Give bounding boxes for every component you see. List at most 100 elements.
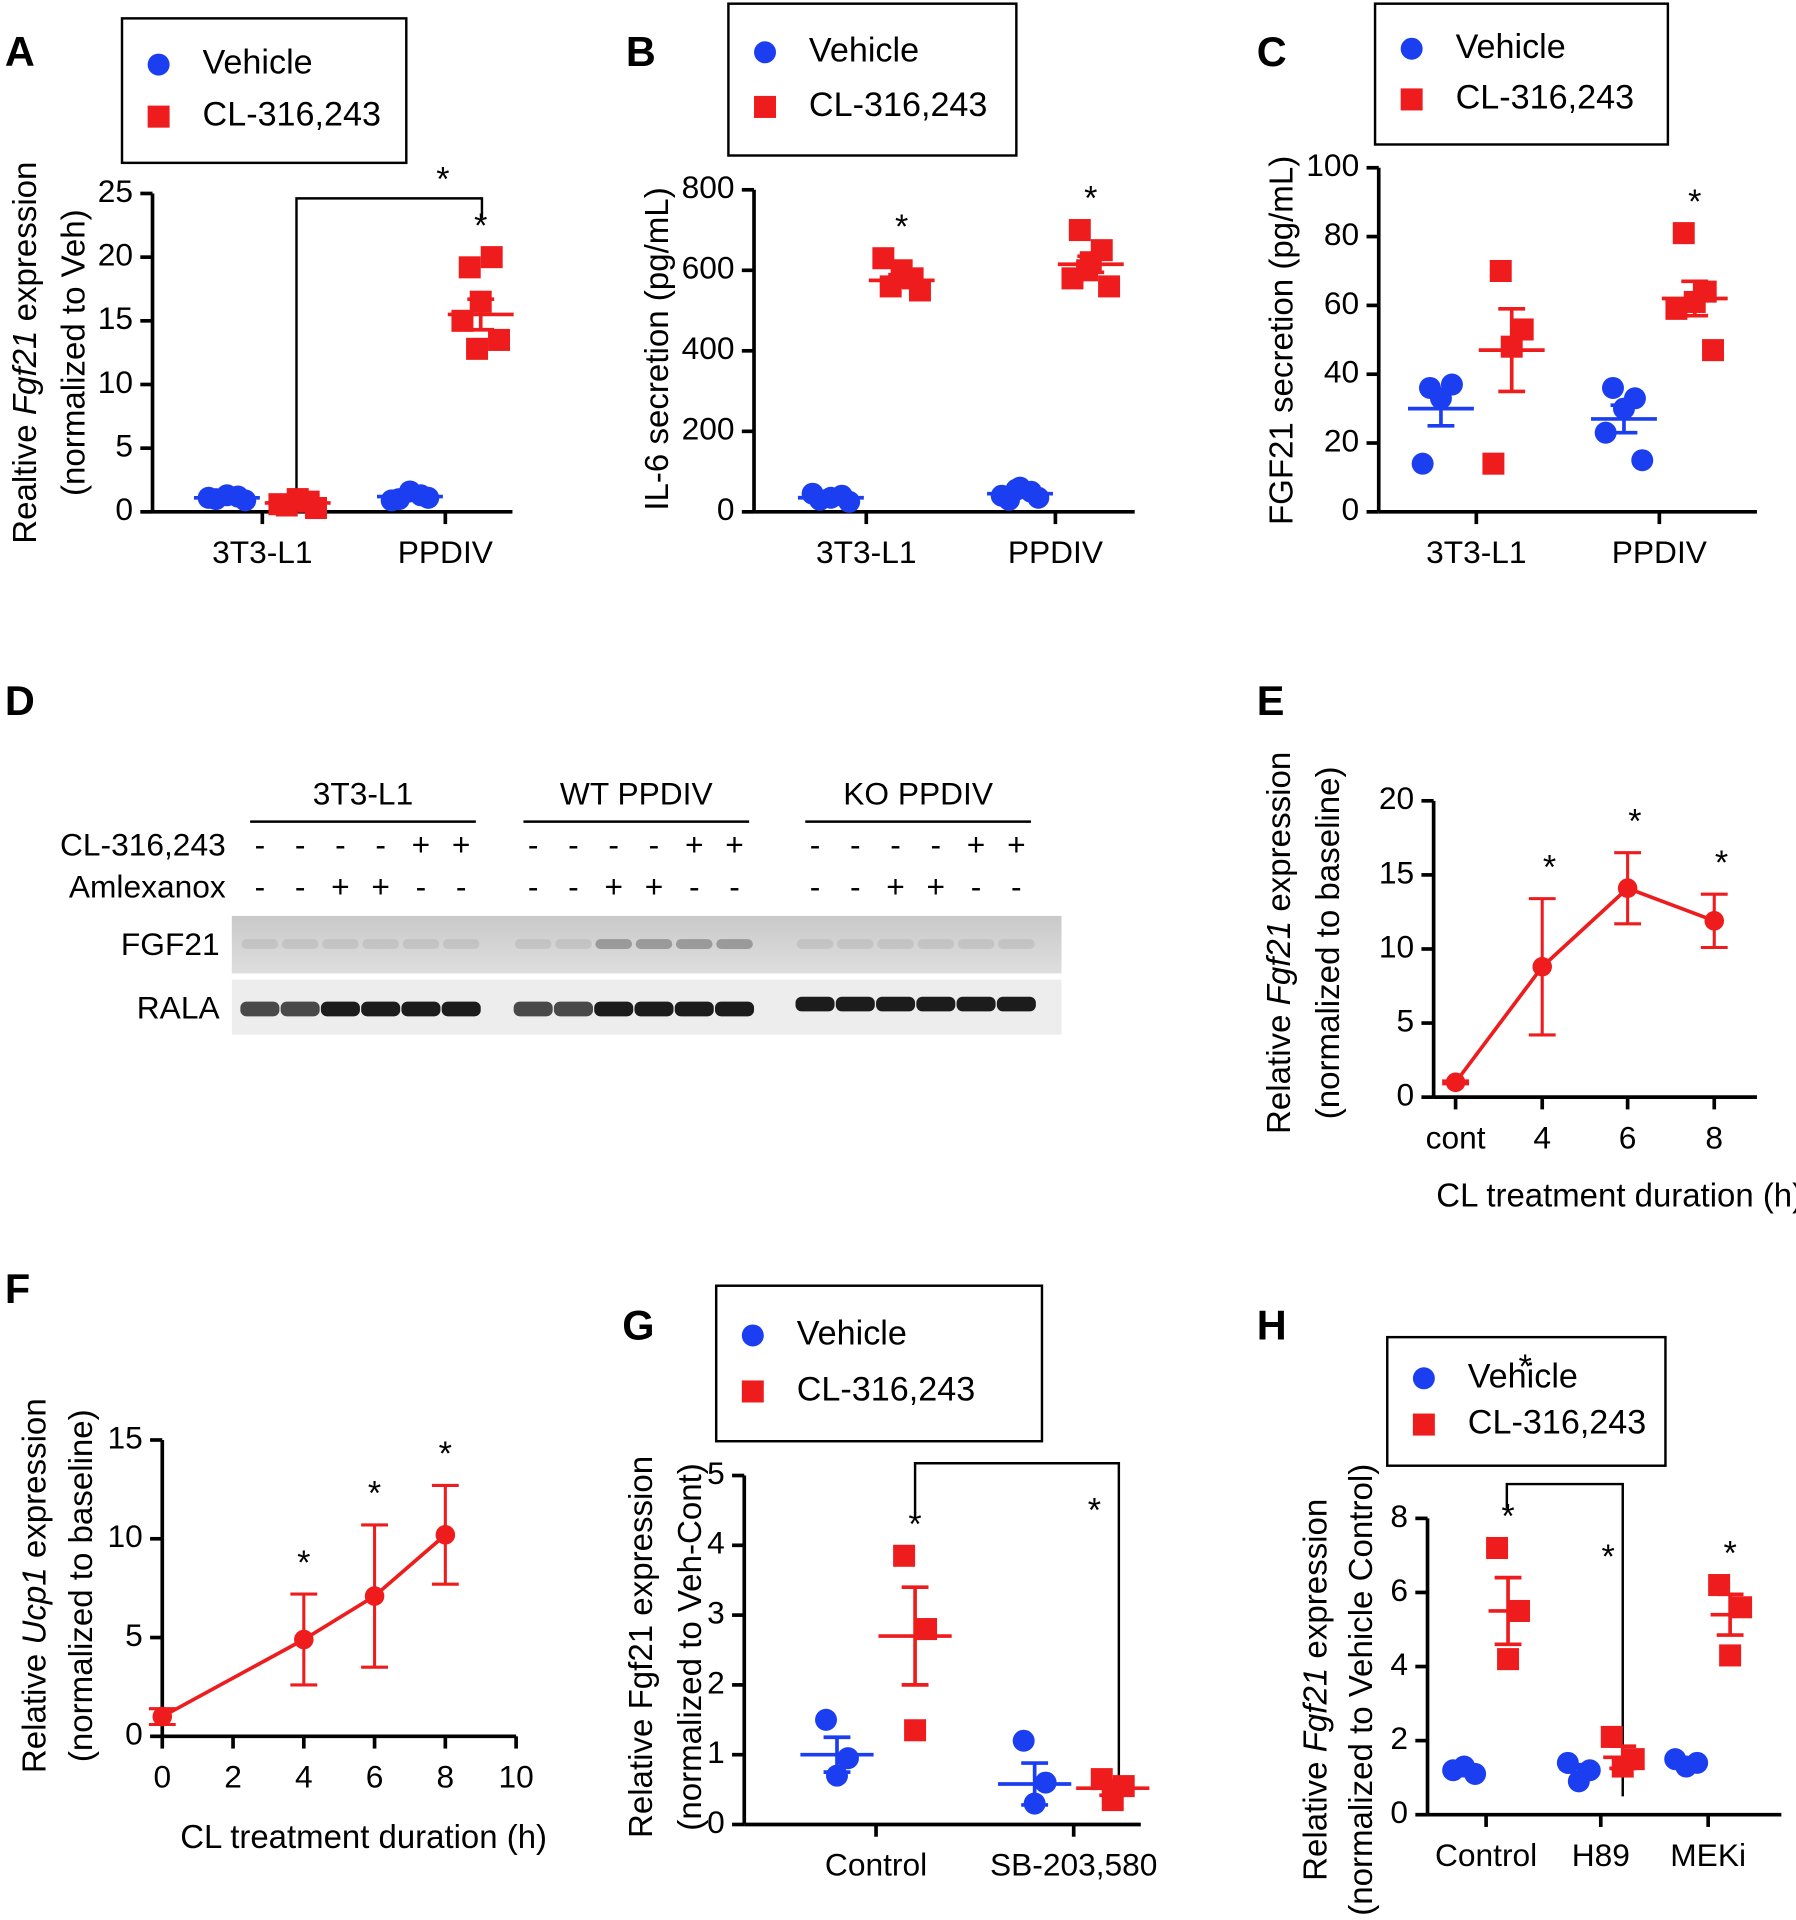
y-tick-label: 5 <box>1396 1002 1414 1038</box>
treatment-sign: - <box>568 868 579 904</box>
y-tick-label: 600 <box>682 250 735 286</box>
legend-box <box>727 2 1018 157</box>
data-point <box>872 247 895 270</box>
blot-band <box>917 939 955 949</box>
blot-band <box>241 939 279 949</box>
x-tick-label: Control <box>825 1847 927 1883</box>
x-tick-label: 8 <box>1705 1119 1723 1155</box>
blot-band <box>320 1001 360 1017</box>
y-axis-label: Relative Fgf21 expression <box>1260 752 1297 1134</box>
data-point <box>1702 339 1725 362</box>
x-tick-label: 3T3-L1 <box>1426 534 1526 570</box>
y-axis-label-part: (normalized to Veh) <box>54 209 91 496</box>
blot-band <box>996 996 1036 1012</box>
y-axis-label-part: (normalized to Veh-Cont) <box>671 1463 708 1831</box>
legend-label: CL-316,243 <box>203 96 382 134</box>
data-point <box>458 256 481 279</box>
y-tick-label: 15 <box>107 1419 142 1455</box>
y-axis-label-part: Fgf21 <box>1296 1668 1333 1753</box>
treatment-sign: + <box>927 868 946 904</box>
y-axis-label-part: Relative Fgf21 expression <box>622 1456 659 1838</box>
y-axis-label: (normalized to Veh) <box>54 209 91 496</box>
data-point <box>1600 1725 1623 1748</box>
legend-box <box>1373 2 1670 146</box>
data-point <box>1012 1729 1035 1752</box>
y-axis-label-part: (normalized to Vehicle Control) <box>1342 1464 1379 1916</box>
sem-bar <box>1427 389 1455 428</box>
y-tick-label: 0 <box>1396 1076 1414 1112</box>
blot-band <box>674 1001 714 1017</box>
blot-band <box>876 996 916 1012</box>
data-point <box>466 337 489 360</box>
x-tick-label: 3T3-L1 <box>212 534 312 570</box>
blot-band <box>513 1001 553 1017</box>
data-point <box>1704 911 1725 931</box>
y-axis-label: Relative Fgf21 expression <box>622 1456 659 1838</box>
significance-label: * <box>1688 183 1701 221</box>
data-line <box>1454 886 1715 1084</box>
x-tick-label: 4 <box>1533 1119 1551 1155</box>
data-point <box>836 1747 859 1770</box>
annotation: * <box>1518 1348 1531 1386</box>
y-axis-label-part: Ucp1 <box>15 1567 52 1644</box>
y-tick-label: 20 <box>1324 422 1359 458</box>
y-axis-label-part: expression <box>15 1398 52 1567</box>
y-tick-label: 10 <box>98 364 133 400</box>
y-axis-label-part: FGF21 secretion (pg/mL) <box>1262 156 1299 525</box>
y-tick-label: 6 <box>1390 1572 1408 1608</box>
blot-band <box>635 939 673 949</box>
treatment-sign: + <box>371 868 390 904</box>
data-point <box>294 1629 314 1650</box>
y-tick-label: 0 <box>115 491 133 527</box>
blot-band <box>553 1001 593 1017</box>
treatment-label: CL-316,243 <box>60 827 226 863</box>
significance-label: * <box>368 1475 381 1513</box>
legend-label: CL-316,243 <box>1456 78 1635 116</box>
y-axis-label: (normalized to baseline) <box>62 1409 99 1762</box>
legend-label: CL-316,243 <box>1468 1404 1647 1442</box>
legend-marker <box>1412 1413 1435 1436</box>
blot-band <box>594 1001 634 1017</box>
x-tick-label: PPDIV <box>398 534 494 570</box>
treatment-sign: - <box>528 827 539 863</box>
panel-label: F <box>5 1265 30 1312</box>
panel-label: A <box>5 28 35 75</box>
data-point <box>904 1719 927 1742</box>
treatment-sign: - <box>810 868 821 904</box>
sem-bar <box>901 1585 929 1687</box>
x-tick-label: 6 <box>1619 1119 1637 1155</box>
legend-label: Vehicle <box>1456 28 1566 66</box>
data-point <box>1708 1574 1731 1597</box>
panel-label: D <box>5 677 35 724</box>
y-tick-label: 0 <box>717 491 735 527</box>
y-tick-label: 10 <box>1379 928 1414 964</box>
x-tick-label: 8 <box>437 1759 455 1795</box>
y-axis-label: Realtive Fgf21 expression <box>6 162 43 544</box>
sem-bar <box>1099 1779 1127 1798</box>
sem-bar <box>284 498 312 508</box>
treatment-sign: - <box>375 827 386 863</box>
y-axis-label-part: Fgf21 <box>1260 921 1297 1006</box>
data-point <box>1497 1648 1520 1671</box>
y-tick-label: 20 <box>98 236 133 272</box>
significance-label: * <box>439 1435 452 1473</box>
treatment-sign: + <box>1007 827 1026 863</box>
data-point <box>1532 956 1552 977</box>
legend-label: CL-316,243 <box>797 1370 976 1408</box>
treatment-sign: - <box>456 868 467 904</box>
y-axis-label-part: Relative <box>1260 1005 1297 1134</box>
data-point <box>815 1708 837 1731</box>
legend-marker <box>1400 37 1423 60</box>
treatment-sign: - <box>255 827 266 863</box>
data-point <box>1489 259 1512 282</box>
treatment-sign: + <box>645 868 664 904</box>
significance-bracket <box>913 1462 1121 1794</box>
data-point <box>1617 878 1638 899</box>
x-tick-label: MEKi <box>1670 1837 1746 1873</box>
blot-band <box>281 939 319 949</box>
data-point <box>435 1525 456 1545</box>
blot-band <box>362 939 399 949</box>
legend-marker <box>1412 1367 1435 1390</box>
y-tick-label: 20 <box>1379 780 1414 816</box>
data-point <box>1090 1768 1113 1791</box>
